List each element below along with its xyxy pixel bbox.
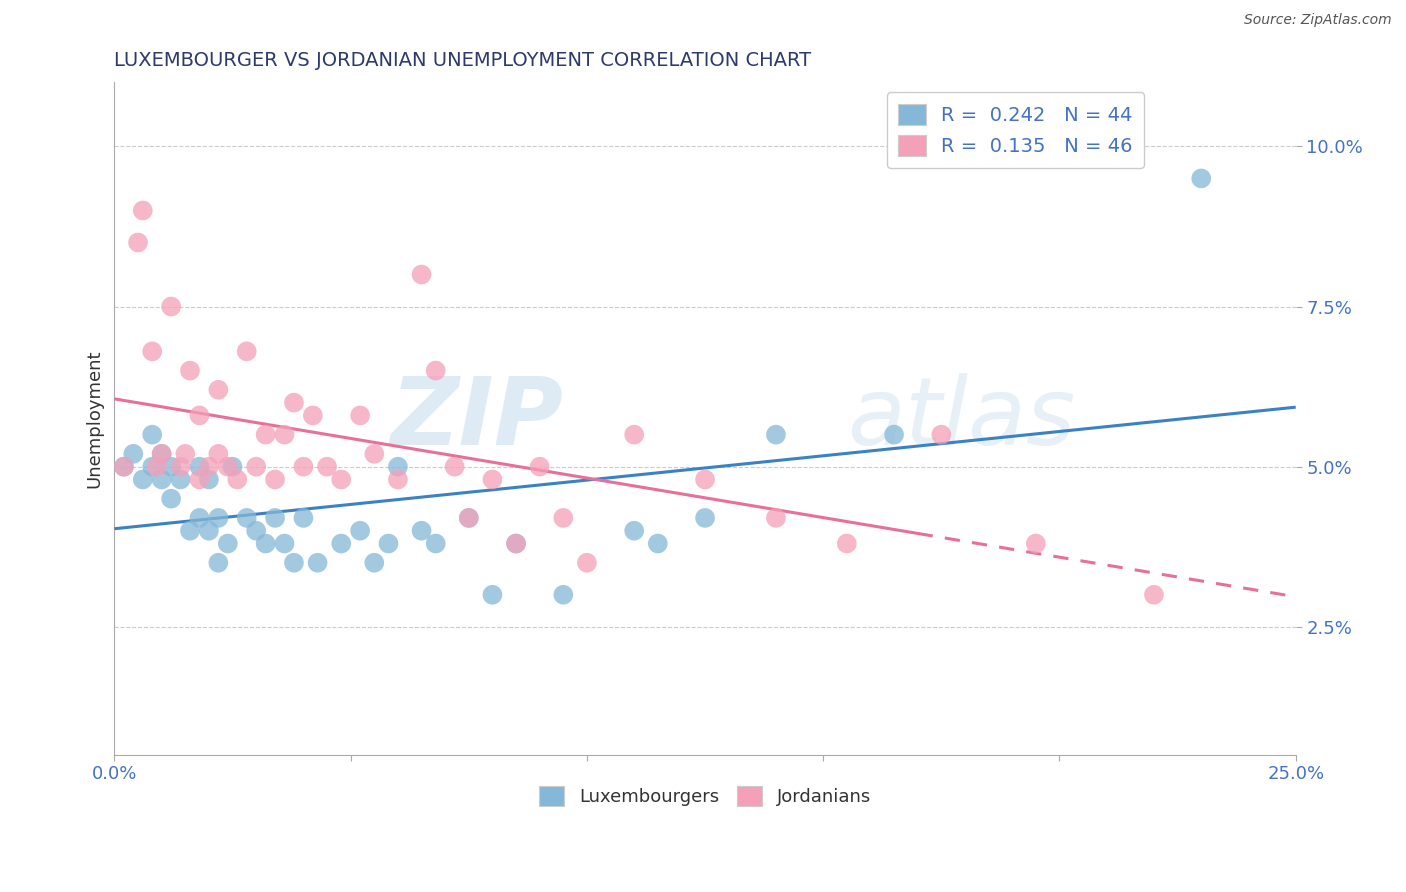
Point [363,556,385,570]
Point [883,427,905,442]
Point [132,473,155,487]
Point [235,511,257,525]
Point [302,409,325,423]
Point [387,473,409,487]
Point [273,536,295,550]
Point [575,556,598,570]
Point [647,536,669,550]
Point [693,511,716,525]
Point [179,524,201,538]
Point [363,447,385,461]
Point [411,524,433,538]
Text: atlas: atlas [846,373,1076,464]
Point [457,511,479,525]
Point [188,511,211,525]
Point [316,459,339,474]
Point [150,447,173,461]
Point [141,427,163,442]
Point [188,473,211,487]
Point [387,459,409,474]
Point [160,459,183,474]
Point [207,447,229,461]
Point [169,473,191,487]
Point [254,427,277,442]
Point [765,427,787,442]
Point [235,344,257,359]
Point [481,473,503,487]
Point [141,459,163,474]
Point [623,524,645,538]
Point [765,511,787,525]
Point [207,511,229,525]
Point [505,536,527,550]
Point [127,235,149,250]
Point [160,491,183,506]
Point [1143,588,1166,602]
Legend: Luxembourgers, Jordanians: Luxembourgers, Jordanians [531,779,879,814]
Point [349,409,371,423]
Point [443,459,465,474]
Point [221,459,243,474]
Point [307,556,329,570]
Point [425,536,447,550]
Text: ZIP: ZIP [391,373,564,465]
Point [330,473,353,487]
Point [207,383,229,397]
Point [553,511,575,525]
Point [160,300,183,314]
Point [264,473,287,487]
Point [122,447,145,461]
Point [425,363,447,377]
Point [245,459,267,474]
Point [292,459,315,474]
Point [112,459,135,474]
Point [283,556,305,570]
Point [411,268,433,282]
Point [529,459,551,474]
Point [623,427,645,442]
Point [169,459,191,474]
Point [273,427,295,442]
Point [198,473,221,487]
Point [188,459,211,474]
Point [174,447,197,461]
Point [226,473,249,487]
Point [693,473,716,487]
Point [292,511,315,525]
Point [283,395,305,409]
Point [146,459,169,474]
Point [1189,171,1212,186]
Point [150,447,173,461]
Point [330,536,353,550]
Point [150,473,173,487]
Point [505,536,527,550]
Point [481,588,503,602]
Point [188,409,211,423]
Point [217,536,239,550]
Point [217,459,239,474]
Text: LUXEMBOURGER VS JORDANIAN UNEMPLOYMENT CORRELATION CHART: LUXEMBOURGER VS JORDANIAN UNEMPLOYMENT C… [114,51,811,70]
Point [349,524,371,538]
Point [254,536,277,550]
Point [264,511,287,525]
Text: Source: ZipAtlas.com: Source: ZipAtlas.com [1244,13,1392,28]
Point [198,524,221,538]
Point [931,427,953,442]
Y-axis label: Unemployment: Unemployment [86,350,103,488]
Point [112,459,135,474]
Point [245,524,267,538]
Point [132,203,155,218]
Point [835,536,858,550]
Point [1025,536,1047,550]
Point [141,344,163,359]
Point [377,536,399,550]
Point [457,511,479,525]
Point [553,588,575,602]
Point [179,363,201,377]
Point [207,556,229,570]
Point [198,459,221,474]
